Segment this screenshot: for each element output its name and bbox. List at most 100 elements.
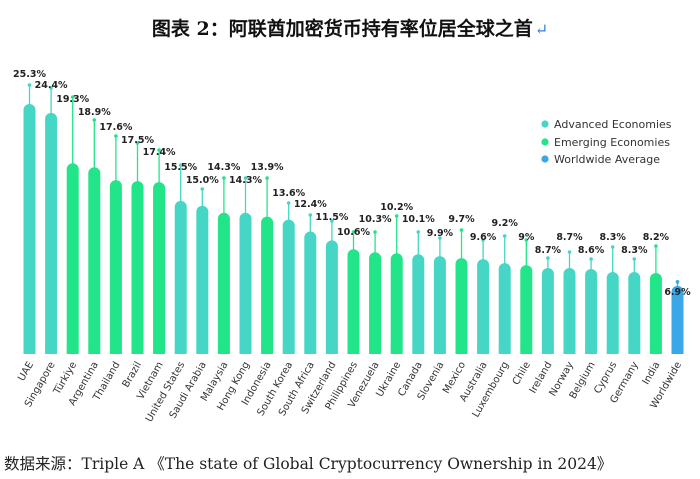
bar-stem-dot	[157, 148, 161, 152]
bar-stem-dot	[49, 86, 53, 90]
bar-stem-dot	[330, 219, 334, 223]
bar	[325, 240, 338, 354]
data-label: 9.9%	[427, 228, 454, 239]
bar-stem-dot	[114, 134, 118, 138]
legend-label: Emerging Economies	[554, 136, 670, 149]
legend-marker	[541, 138, 549, 146]
bar-stem-dot	[373, 230, 377, 234]
bar-stem-dot	[243, 176, 248, 180]
data-label: 9.2%	[492, 218, 519, 229]
bar-stem-dot	[438, 236, 442, 240]
bar	[649, 272, 662, 354]
bar-base	[563, 348, 576, 354]
data-label: 17.4%	[143, 147, 176, 158]
bar-base	[585, 348, 598, 354]
bar	[196, 205, 209, 354]
data-label: 24.4%	[35, 80, 68, 91]
bar-base	[498, 348, 511, 354]
bar-stem-dot	[135, 141, 140, 145]
bar-stem-dot	[416, 230, 421, 234]
bar	[369, 252, 382, 354]
data-label: 10.3%	[359, 214, 392, 225]
bar	[455, 258, 468, 354]
bar-base	[88, 348, 101, 354]
data-label: 10.2%	[380, 202, 413, 213]
bar-base	[45, 348, 58, 354]
bar	[412, 254, 425, 354]
category-label: Chile	[511, 360, 533, 387]
bar-stem-dot	[481, 238, 485, 242]
data-label: 13.6%	[272, 188, 305, 199]
category-label: India	[641, 360, 663, 387]
bar	[563, 268, 576, 354]
bar	[304, 231, 317, 354]
data-label: 25.3%	[13, 69, 46, 80]
bar-stem-dot	[351, 230, 356, 234]
bar	[477, 259, 490, 354]
bar-base	[304, 348, 317, 354]
bar-base	[369, 348, 382, 354]
bar-base	[671, 348, 684, 354]
bar-base	[541, 348, 554, 354]
bar-stem-dot	[92, 118, 97, 122]
bar	[66, 163, 79, 354]
data-label: 11.5%	[315, 212, 348, 223]
data-label: 8.7%	[556, 232, 583, 243]
bar-stem-dot	[178, 163, 183, 167]
bar-stem-dot	[567, 250, 572, 254]
data-label: 10.6%	[337, 227, 370, 238]
bar	[541, 268, 554, 354]
bar	[433, 256, 446, 354]
data-label: 9.6%	[470, 232, 497, 243]
bar-stem-dot	[632, 257, 637, 261]
legend-label: Advanced Economies	[554, 118, 672, 131]
bar-base	[477, 348, 490, 354]
bar-base	[347, 348, 360, 354]
data-label: 14.3%	[207, 162, 240, 173]
bar-base	[131, 348, 144, 354]
bar	[109, 180, 122, 354]
bar	[628, 271, 641, 354]
bar-stem-dot	[200, 187, 205, 191]
bar-base	[412, 348, 425, 354]
bar-stem-dot	[546, 256, 550, 260]
data-label: 14.3%	[229, 175, 262, 186]
bar-base	[455, 348, 468, 354]
bar	[45, 112, 58, 354]
bar	[347, 249, 360, 354]
source-note: 数据来源：Triple A 《The state of Global Crypt…	[4, 455, 613, 473]
data-label: 19.3%	[56, 94, 89, 105]
bar-base	[261, 348, 274, 354]
bar	[131, 181, 144, 354]
bar-base	[628, 348, 641, 354]
bar-base	[239, 348, 252, 354]
bar-stem-dot	[265, 176, 269, 180]
data-label: 15.0%	[186, 175, 219, 186]
bar-stem-dot	[70, 95, 75, 99]
bar-stem-dot	[654, 244, 658, 248]
data-label: 17.6%	[99, 122, 132, 133]
bar	[88, 167, 101, 354]
data-label: 8.6%	[578, 245, 605, 256]
bar	[585, 269, 598, 354]
bar-base	[153, 348, 166, 354]
bar	[671, 285, 684, 354]
chart-title: 图表 2：阿联酋加密货币持有率位居全球之首 ↵	[0, 14, 700, 41]
bar	[174, 200, 187, 354]
bar-stem-dot	[675, 280, 680, 284]
bar-stem-dot	[394, 214, 399, 218]
data-label: 13.9%	[251, 162, 284, 173]
bar-stem-dot	[286, 201, 291, 205]
return-glyph-icon: ↵	[534, 20, 549, 39]
bar	[239, 212, 252, 354]
data-label: 9.7%	[448, 214, 475, 225]
data-label: 12.4%	[294, 199, 327, 210]
data-label: 6.9%	[664, 287, 691, 298]
bar-base	[196, 348, 209, 354]
bar	[282, 219, 295, 354]
bar	[606, 271, 619, 354]
bar	[498, 263, 511, 354]
bar-base	[606, 348, 619, 354]
data-label: 8.3%	[621, 245, 648, 256]
